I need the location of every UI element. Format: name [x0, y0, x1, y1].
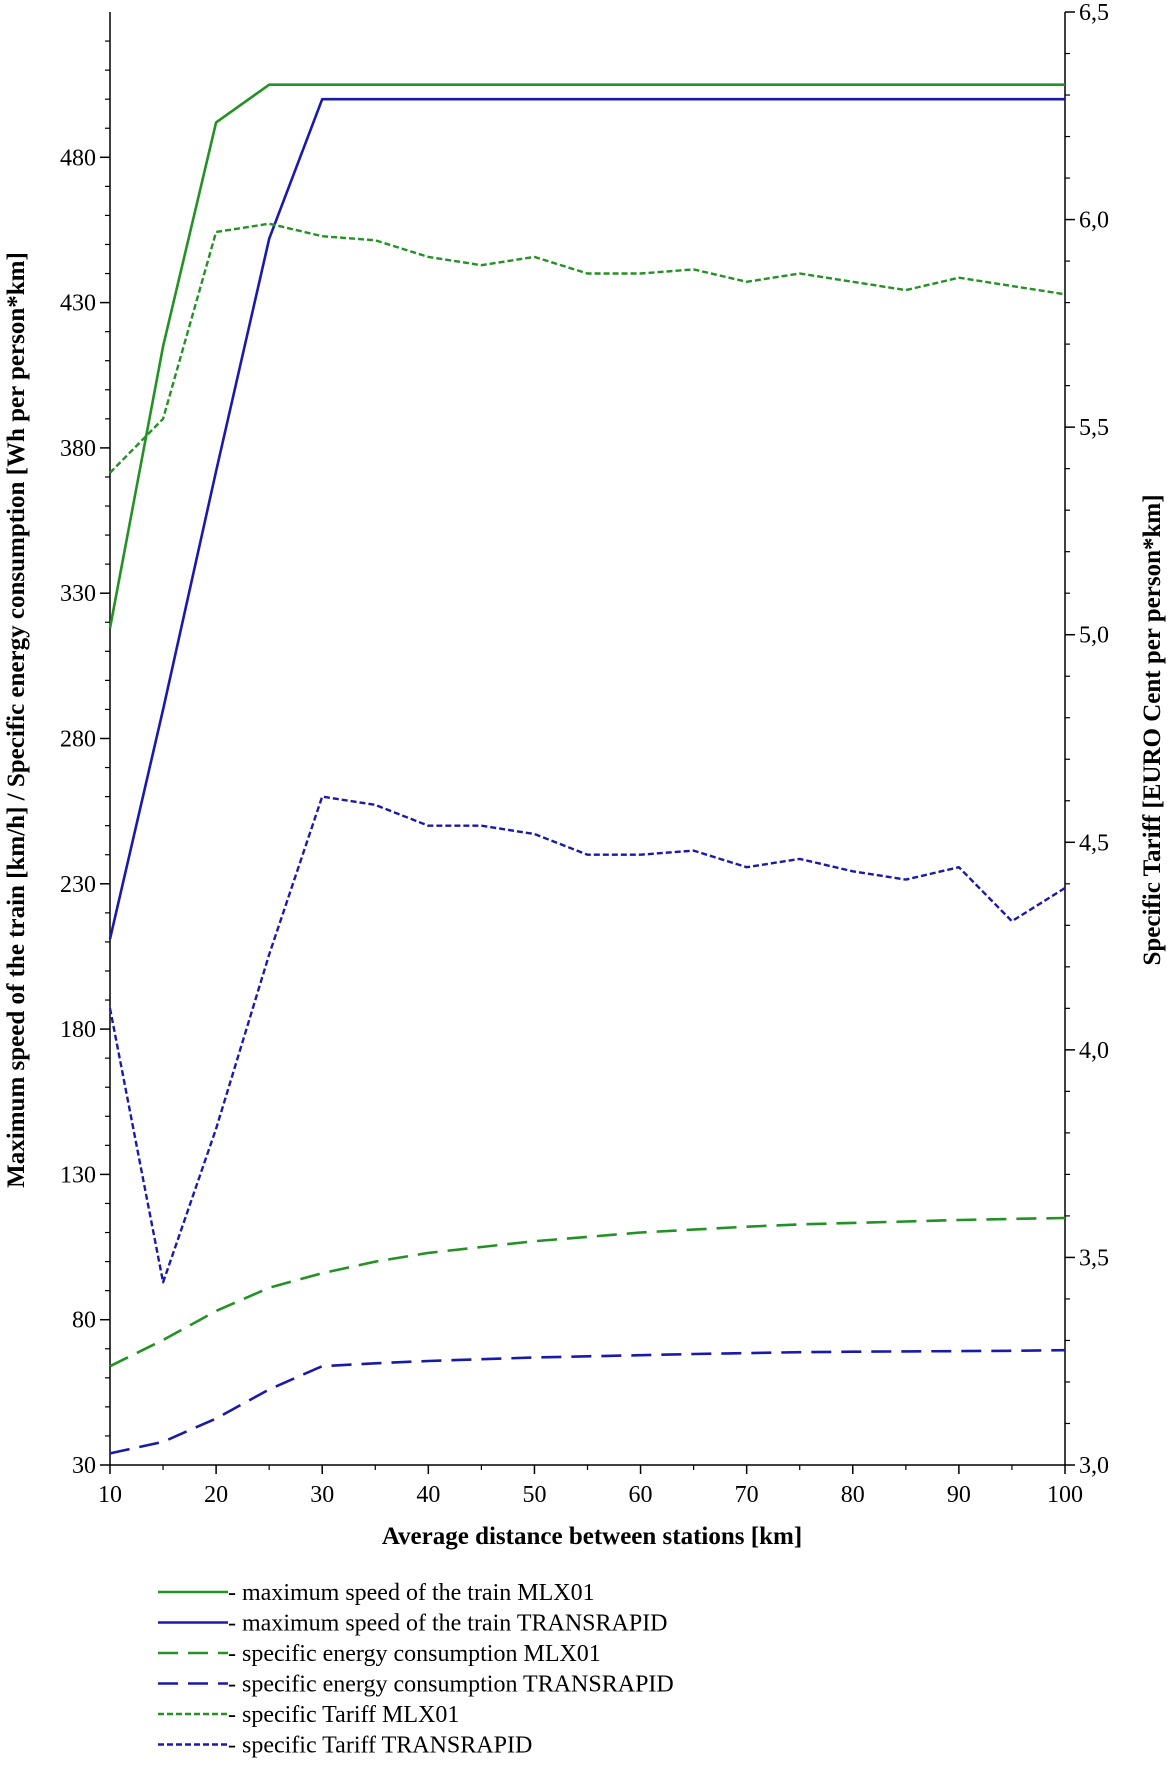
x-tick-label: 20	[204, 1482, 228, 1508]
x-tick-label: 70	[735, 1482, 759, 1508]
series-line-4	[109, 1348, 1066, 1455]
legend-label-1: - maximum speed of the train MLX01	[228, 1580, 595, 1606]
x-tick-label: 40	[416, 1482, 440, 1508]
left-y-tick-label: 380	[60, 436, 96, 462]
legend-label-4: - specific energy consumption TRANSRAPID	[228, 1672, 674, 1698]
series-layer	[108, 83, 1066, 1455]
x-tick-label: 50	[522, 1482, 546, 1508]
left-y-tick-label: 130	[60, 1162, 96, 1188]
x-tick-label: 10	[98, 1482, 122, 1508]
left-y-tick-label: 280	[60, 727, 96, 753]
x-tick-label: 30	[310, 1482, 334, 1508]
left-y-tick-label: 80	[72, 1308, 96, 1334]
right-y-tick-label: 3,5	[1079, 1245, 1109, 1271]
left-y-tick-label: 480	[60, 145, 96, 171]
series-line-1	[108, 83, 1065, 629]
right-y-tick-label: 6,5	[1079, 0, 1109, 26]
series-line-3	[109, 1216, 1066, 1368]
right-y-tick-label: 5,0	[1079, 623, 1109, 649]
x-tick-label: 80	[841, 1482, 865, 1508]
right-y-tick-label: 3,0	[1079, 1453, 1109, 1479]
left-y-tick-label: 330	[60, 581, 96, 607]
legend-label-2: - maximum speed of the train TRANSRAPID	[228, 1611, 668, 1637]
left-y-tick-label: 30	[72, 1453, 96, 1479]
ticks: 10 20 30 40 50 60 70 80 90 100 30 80 130 180 230 280 330…	[60, 0, 1109, 1508]
left-y-tick-label: 430	[60, 291, 96, 317]
series-line-6	[108, 795, 1066, 1284]
x-tick-label: 90	[947, 1482, 971, 1508]
legend-label-6: - specific Tariff TRANSRAPID	[228, 1733, 532, 1759]
right-y-tick-label: 4,5	[1079, 830, 1109, 856]
legend: - maximum speed of the train MLX01 - maxi…	[158, 1580, 674, 1759]
x-tick-label: 60	[629, 1482, 653, 1508]
left-y-axis-title: Maximum speed of the train [km/h] / Spec…	[3, 252, 30, 1188]
right-y-tick-label: 5,5	[1079, 415, 1109, 441]
right-y-tick-label: 6,0	[1079, 208, 1109, 234]
x-axis-title: Average distance between stations [km]	[382, 1523, 802, 1550]
series-line-5	[109, 222, 1066, 474]
x-tick-label: 100	[1047, 1482, 1083, 1508]
series-line-2	[108, 97, 1065, 940]
right-y-tick-label: 4,0	[1079, 1038, 1109, 1064]
right-y-axis-title: Specific Tariff [EURO Cent per person*km…	[1139, 494, 1166, 965]
left-y-tick-label: 180	[60, 1017, 96, 1043]
left-y-tick-label: 230	[60, 872, 96, 898]
legend-label-3: - specific energy consumption MLX01	[228, 1641, 601, 1667]
legend-label-5: - specific Tariff MLX01	[228, 1702, 459, 1728]
